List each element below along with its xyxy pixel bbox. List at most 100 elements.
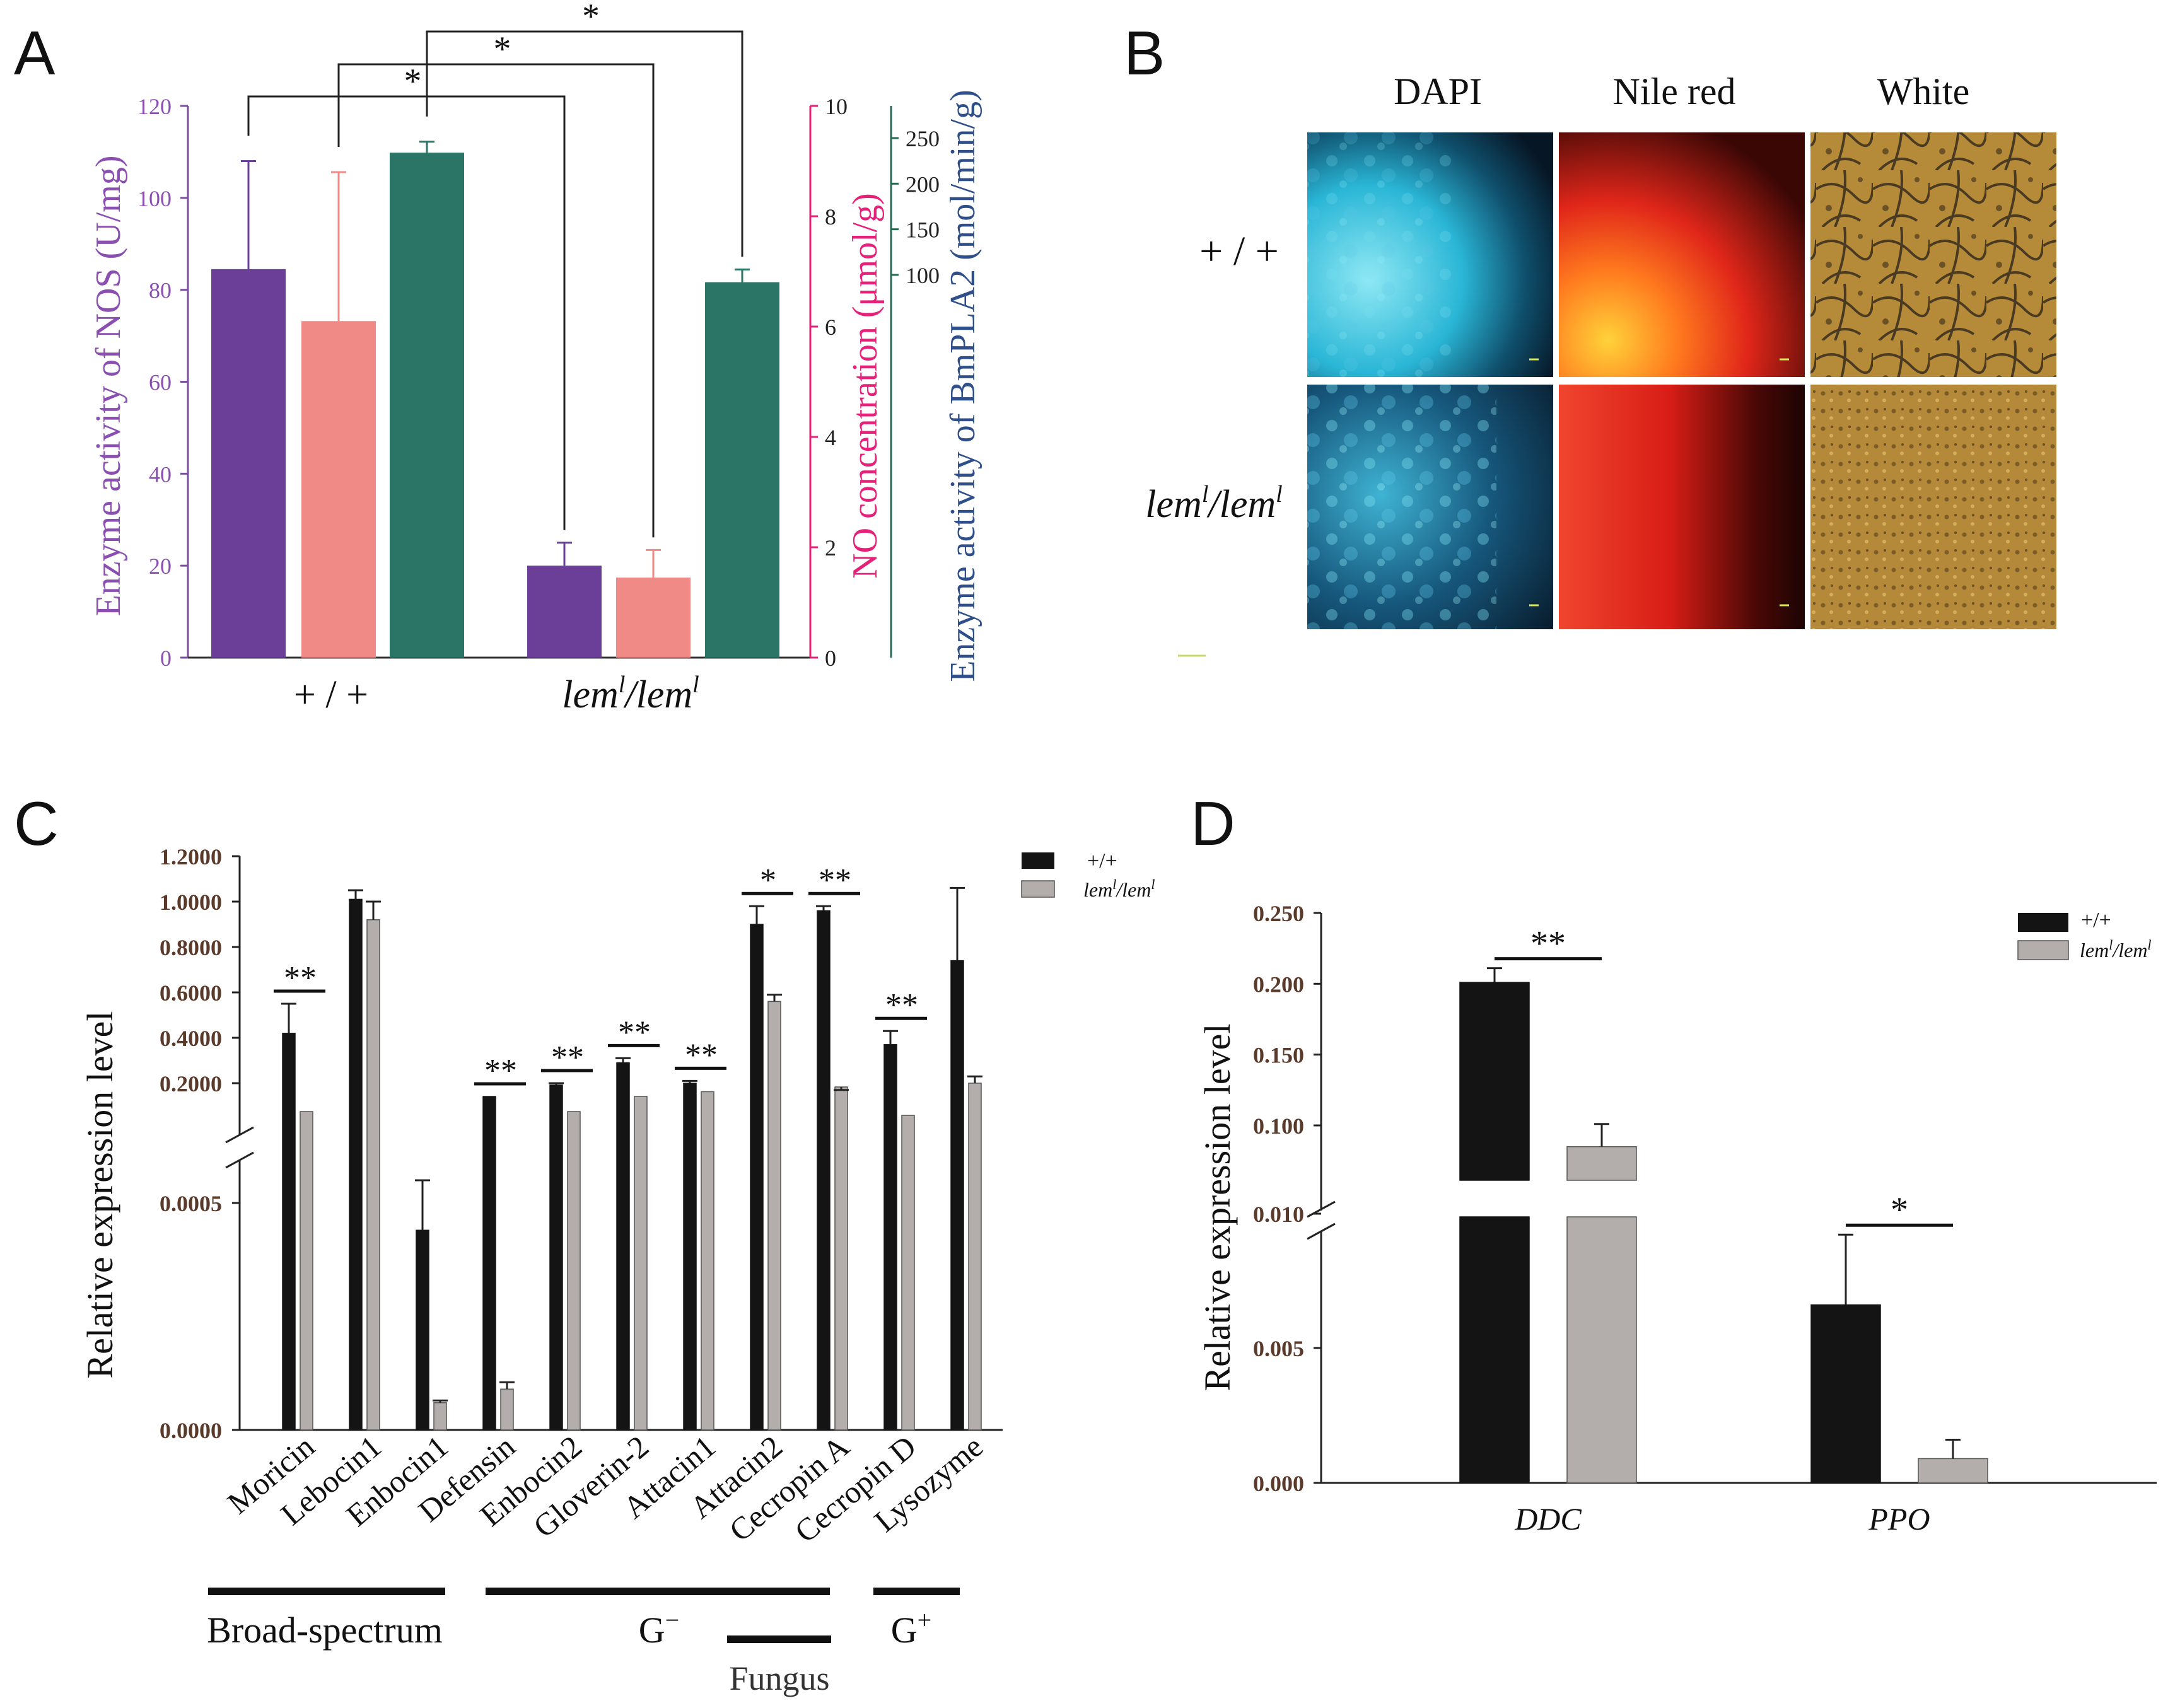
tick-label-d-upper: 0.010 xyxy=(1253,1202,1304,1227)
panel-b-row-mut-sup-b: l xyxy=(1276,481,1283,508)
bar-c-mut-5 xyxy=(634,1096,648,1431)
panel-a-group-mut-sup-a: l xyxy=(619,671,626,698)
sig-star-d-0: ** xyxy=(1530,924,1566,963)
micrograph-nile-mut xyxy=(1559,385,1805,629)
panel-d-legend-mut-b: lem xyxy=(2118,939,2147,961)
tick-label-left: 20 xyxy=(149,554,172,579)
panel-d-legend-wt: +/+ xyxy=(2081,909,2111,932)
micrograph-white-wt xyxy=(1810,132,2056,377)
panel-c-legend-mut-sup-b: l xyxy=(1151,876,1155,892)
panel-c-legend-wt-swatch xyxy=(1022,852,1054,869)
bar-c-wt-1 xyxy=(349,898,363,1431)
panel-a-right-ticks: 100 150 200 250 xyxy=(891,126,940,288)
group-label-broad: Broad-spectrum xyxy=(207,1610,443,1651)
bar-c-mut-7 xyxy=(767,1001,781,1431)
sig-star-c-0: ** xyxy=(284,960,317,996)
bar-c-wt-6 xyxy=(683,1083,697,1431)
panel-c-break-mark xyxy=(225,1126,254,1144)
bar-c-mut-8 xyxy=(834,1086,848,1431)
sig-star-c-8: ** xyxy=(819,863,851,898)
panel-d-ticks: 0.250 0.200 0.150 0.100 0.010 0.005 0.000 xyxy=(1253,901,1321,1496)
group-label-gneg: G− xyxy=(639,1606,679,1651)
tick-label-mid: 10 xyxy=(825,94,848,119)
tick-label-left: 40 xyxy=(149,462,172,487)
panel-d-legend-mut: leml/leml xyxy=(2080,937,2152,961)
panel-c-legend-mut-b: lem xyxy=(1122,878,1151,901)
sig-star-c-6: ** xyxy=(685,1037,718,1073)
panel-c-significance: **** ******* **** xyxy=(274,863,927,1089)
tick-label-c-lower: 0.0000 xyxy=(160,1418,222,1443)
bar-d-mut-lower-0 xyxy=(1566,1216,1637,1484)
panel-c: C Relative expression level 1.2000 1.0000… xyxy=(14,789,1155,1697)
bar-c-mut-0 xyxy=(300,1111,313,1431)
tick-label-left: 80 xyxy=(149,278,172,303)
micrograph-nile-wt xyxy=(1559,132,1805,377)
panel-b-row-mut: leml/leml xyxy=(1145,481,1282,526)
tick-label-right: 250 xyxy=(906,126,940,151)
tick-label-right: 150 xyxy=(906,218,940,243)
panel-c-legend-wt: +/+ xyxy=(1087,849,1117,873)
panel-d-legend-mut-a: lem xyxy=(2080,939,2109,961)
bar-d-mut-upper-0 xyxy=(1566,1146,1637,1181)
sig-star-bmpla2: * xyxy=(582,0,600,36)
bar-c-mut-10 xyxy=(968,1083,982,1431)
panel-d-legend-mut-sep: / xyxy=(2111,939,2120,961)
panel-d-break-mark xyxy=(1307,1223,1336,1240)
bar-bmpla2-g1 xyxy=(705,282,779,658)
panel-d-legend-mut-sup-b: l xyxy=(2147,937,2151,953)
bar-c-wt-9 xyxy=(883,1044,897,1431)
panel-d-letter: D xyxy=(1191,789,1235,858)
panel-d-ylabel: Relative expression level xyxy=(1197,1023,1238,1391)
bar-c-mut-4 xyxy=(567,1111,581,1431)
panel-d-gene-ddc: DDC xyxy=(1514,1501,1582,1537)
micrograph-dapi-mut-texture xyxy=(1307,385,1496,629)
panel-c-gene-labels: MoricinLebocin1Enbocin1DefensinEnbocin2G… xyxy=(221,1429,989,1550)
tick-label-d-upper: 0.200 xyxy=(1253,972,1304,997)
bar-d-wt-upper-0 xyxy=(1459,982,1530,1181)
panel-b-letter: B xyxy=(1124,18,1165,88)
tick-label-left: 60 xyxy=(149,370,172,395)
panel-d: D Relative expression level 0.250 0.200 0.… xyxy=(1191,789,2157,1537)
panel-c-legend-mut-sup-a: l xyxy=(1112,876,1116,892)
tick-label-c-upper: 1.0000 xyxy=(160,890,222,915)
panel-a-mid-axis-label: NO concentration (μmol/g) xyxy=(846,193,885,579)
panel-a-group-mut-b: lem xyxy=(636,673,693,716)
panel-a-significance: * * * xyxy=(247,0,743,538)
bar-nos-g1 xyxy=(527,566,602,658)
sig-star-c-9: ** xyxy=(885,987,918,1023)
tick-label-mid: 0 xyxy=(825,646,836,671)
panel-b-row-mut-sup-a: l xyxy=(1202,481,1209,508)
bar-c-wt-5 xyxy=(616,1062,630,1431)
panel-d-legend-mut-swatch xyxy=(2017,940,2069,960)
group-label-gpos-main: G xyxy=(891,1610,918,1651)
bar-d-wt-lower-0 xyxy=(1459,1216,1530,1484)
tick-label-d-upper: 0.150 xyxy=(1253,1043,1304,1068)
bar-c-mut-2 xyxy=(433,1402,447,1431)
sig-bracket-no xyxy=(337,63,655,538)
panel-a-left-axis-label: Enzyme activity of NOS (U/mg) xyxy=(89,156,128,617)
tick-label-d-upper: 0.250 xyxy=(1253,901,1304,926)
bar-c-mut-1 xyxy=(366,919,380,1431)
panel-d-break-mark xyxy=(1307,1200,1336,1218)
panel-d-bars xyxy=(1459,967,1988,1484)
bar-c-mut-3 xyxy=(500,1388,514,1431)
bar-no-g1 xyxy=(616,578,691,658)
panel-b-row-wt: + / + xyxy=(1199,228,1279,274)
tick-label-d-lower: 0.000 xyxy=(1253,1471,1304,1496)
panel-c-legend-mut: leml/leml xyxy=(1083,876,1155,901)
panel-a-left-ticks: 0 20 40 60 80 100 120 xyxy=(137,94,188,671)
sig-star-nos: * xyxy=(404,62,422,101)
sig-star-c-4: ** xyxy=(551,1040,584,1076)
panel-c-bars xyxy=(281,886,982,1431)
panel-c-ylabel: Relative expression level xyxy=(79,1011,120,1378)
bar-c-mut-9 xyxy=(901,1115,915,1431)
bar-d-mut-1 xyxy=(1918,1458,1988,1484)
sig-bracket-nos xyxy=(247,95,566,530)
panel-b-col-nile: Nile red xyxy=(1613,71,1736,112)
group-label-fungus: Fungus xyxy=(729,1659,829,1697)
panel-c-legend-mut-swatch xyxy=(1021,880,1055,898)
tick-label-mid: 4 xyxy=(825,425,836,450)
tick-label-c-upper: 0.4000 xyxy=(160,1026,222,1051)
tick-label-c-lower: 0.0005 xyxy=(160,1191,222,1216)
micrograph-white-mut xyxy=(1810,385,2056,629)
